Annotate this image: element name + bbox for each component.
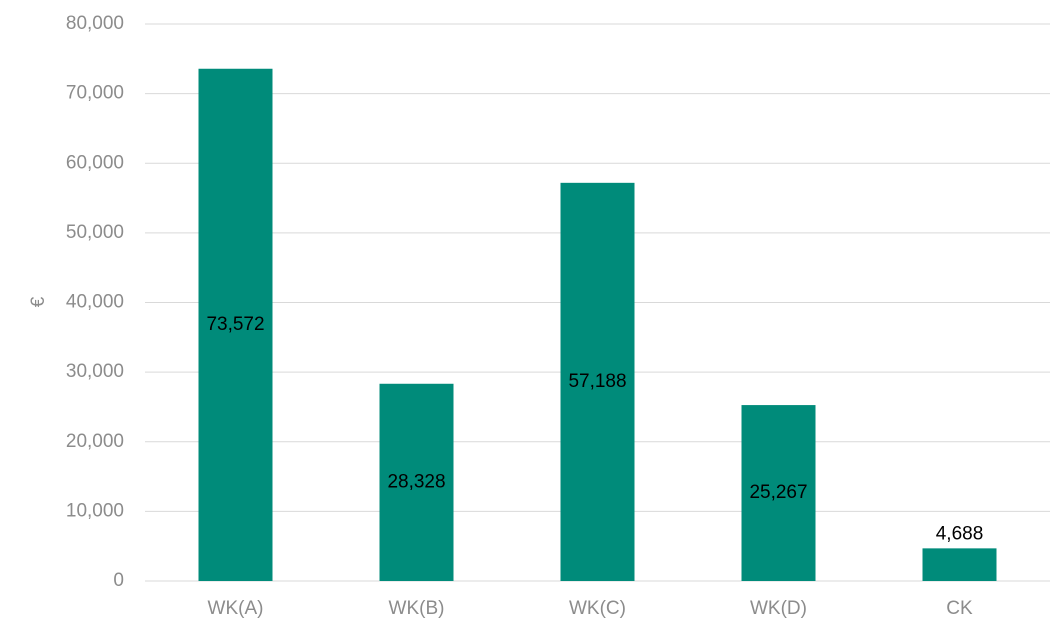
x-category-label: WK(D) [750,598,807,619]
data-label: 4,688 [936,523,984,544]
y-tick-label: 70,000 [66,83,124,104]
bar-wkc [560,182,635,581]
data-label: 73,572 [206,314,264,335]
x-axis-categories: WK(A) WK(B) WK(C) WK(D) CK [208,598,973,619]
data-label: 57,188 [568,371,626,392]
data-labels: 73,572 28,328 57,188 25,267 4,688 [206,314,983,544]
data-label: 25,267 [749,482,807,503]
y-axis-ticks: 0 10,000 20,000 30,000 40,000 50,000 60,000 70,… [66,13,124,591]
data-label: 28,328 [387,471,445,492]
bar-wka [198,68,273,582]
y-tick-label: 30,000 [66,361,124,382]
y-tick-label: 80,000 [66,13,124,34]
x-category-label: CK [946,598,973,619]
bars [198,68,997,582]
x-category-label: WK(C) [569,598,626,619]
y-tick-label: 50,000 [66,222,124,243]
y-tick-label: 20,000 [66,431,124,452]
y-tick-label: 40,000 [66,292,124,313]
bar-wkd [741,405,816,581]
bar-wkb [379,383,454,581]
y-tick-label: 60,000 [66,152,124,173]
x-category-label: WK(B) [389,598,445,619]
y-tick-label: 10,000 [66,500,124,521]
y-tick-label: 0 [113,570,124,591]
x-category-label: WK(A) [208,598,264,619]
bar-ck [922,548,997,581]
y-axis-label: € [28,296,49,307]
